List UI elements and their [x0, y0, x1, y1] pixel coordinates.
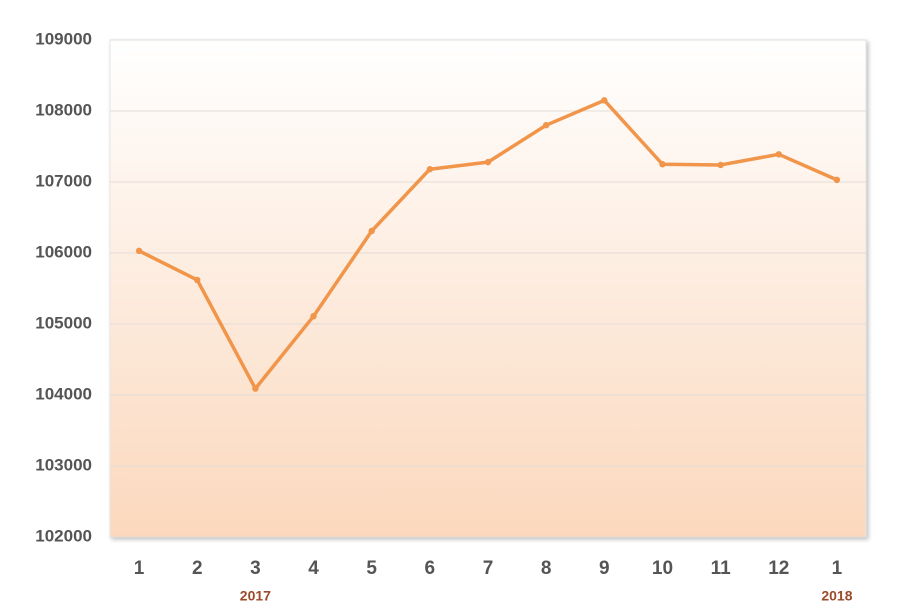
y-tick-label: 107000: [35, 171, 92, 190]
data-point: [368, 227, 375, 235]
y-tick-label: 105000: [35, 313, 92, 332]
x-tick-label: 1: [134, 558, 145, 579]
data-point: [659, 161, 666, 168]
y-tick-label: 103000: [35, 455, 92, 474]
data-point: [775, 151, 782, 158]
year-label: 2018: [821, 588, 852, 604]
y-tick-label: 108000: [35, 100, 92, 119]
x-tick-label: 2: [192, 558, 203, 579]
data-point: [601, 97, 608, 104]
x-tick-label: 6: [425, 558, 436, 579]
x-tick-label: 5: [366, 558, 377, 579]
data-point: [194, 276, 201, 284]
data-point: [135, 247, 143, 255]
x-tick-label: 11: [711, 558, 732, 579]
year-label: 2017: [240, 588, 271, 604]
x-tick-label: 12: [768, 558, 789, 579]
plot-area: [109, 39, 867, 538]
x-tick-label: 9: [599, 558, 610, 579]
x-tick-label: 8: [541, 558, 552, 579]
x-tick-label: 10: [652, 558, 673, 579]
x-tick-label: 7: [483, 558, 494, 579]
data-point: [542, 122, 550, 129]
y-tick-label: 106000: [35, 242, 92, 261]
data-point: [252, 385, 259, 392]
data-point: [717, 161, 724, 169]
data-point: [310, 312, 317, 320]
y-tick-label: 102000: [35, 526, 92, 545]
x-tick-label: 1: [832, 558, 843, 579]
data-point: [484, 158, 492, 166]
data-point: [833, 176, 841, 184]
data-point: [426, 166, 434, 173]
y-tick-label: 109000: [35, 29, 92, 48]
x-tick-label: 3: [250, 558, 261, 579]
y-tick-label: 104000: [35, 384, 92, 403]
x-tick-label: 4: [308, 558, 319, 579]
